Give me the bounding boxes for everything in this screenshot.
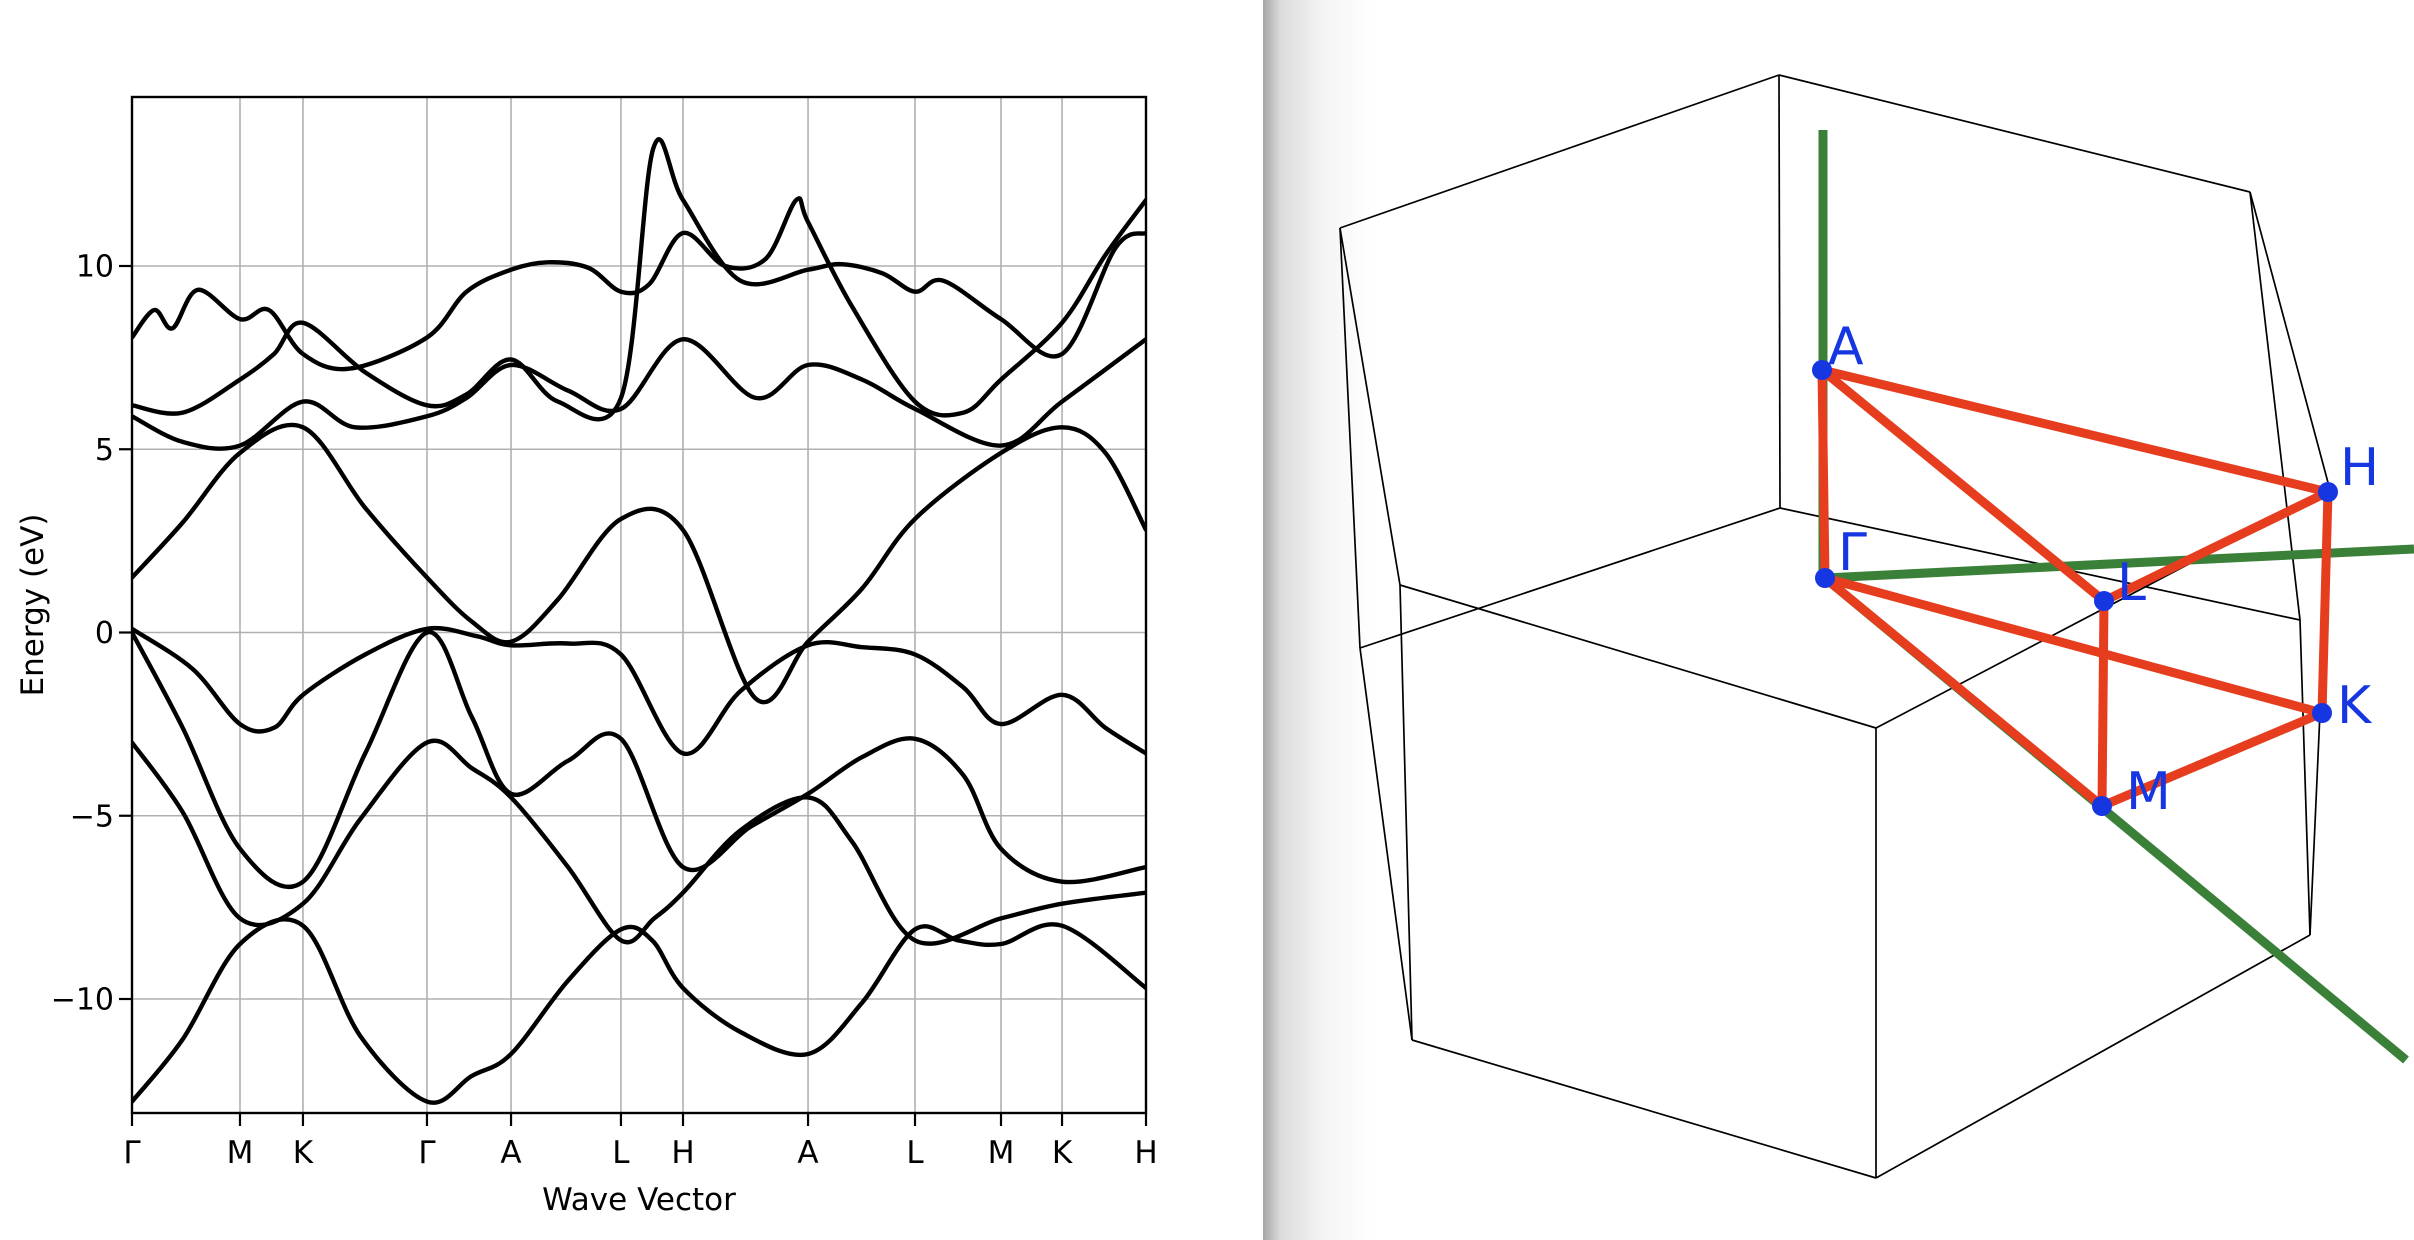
band-5-curve xyxy=(132,422,1146,705)
kpath-Γ-A xyxy=(1817,365,1830,583)
bz-edge-B4-B5 xyxy=(1411,1039,1877,1179)
bz-edge-T1-T2 xyxy=(1778,74,2251,193)
kpath-Γ-M xyxy=(1820,573,2107,811)
ticks-group xyxy=(119,264,1148,1126)
kpoint-dot-A xyxy=(1812,360,1832,380)
x-tick-label: L xyxy=(612,1135,630,1171)
bz-edge-T5-T6 xyxy=(1339,227,1401,586)
bz-edge-T2-B2 xyxy=(2249,191,2301,621)
band-4-curve xyxy=(132,625,1146,756)
bz-edge-B3-B4 xyxy=(1875,934,2311,1179)
kpoint-label-M: M xyxy=(2126,762,2171,822)
plot-frame xyxy=(130,95,1148,1115)
bz-edge-T4-T5 xyxy=(1399,584,1877,729)
kpath-L-H xyxy=(2099,487,2333,606)
bz-kpath xyxy=(1817,365,2333,811)
bz-labels: A H Γ L K M xyxy=(1828,317,2379,822)
x-tick-label: H xyxy=(671,1135,694,1171)
band-3-curve xyxy=(132,630,1146,890)
x-tick-label: A xyxy=(797,1135,818,1171)
kpoint-dot-K xyxy=(2312,703,2332,723)
panel-divider-shadow xyxy=(1263,0,1373,1240)
bz-wireframe xyxy=(1339,74,2331,1179)
bz-kpoints xyxy=(1812,360,2338,816)
kpath-K-Γ xyxy=(1820,573,2327,718)
bz-edge-T5-B5 xyxy=(1399,584,1413,1041)
x-tick-label: M xyxy=(227,1135,254,1171)
y-tick-label: −10 xyxy=(51,983,114,1018)
kpoint-label-L: L xyxy=(2117,553,2146,613)
band-8-curve xyxy=(132,196,1146,418)
bz-edge-T6-B6 xyxy=(1339,227,1361,649)
x-tick-label: K xyxy=(293,1135,314,1171)
y-tick-label: 10 xyxy=(76,250,114,285)
kpoint-label-A: A xyxy=(1828,317,1864,377)
x-tick-label: K xyxy=(1052,1135,1073,1171)
y-axis-label: Energy (eV) xyxy=(15,513,51,697)
kpath-K-H xyxy=(2317,487,2333,718)
kpoint-label-H: H xyxy=(2340,438,2379,498)
kpoint-dot-M xyxy=(2092,796,2112,816)
reciprocal-vector-2 xyxy=(1824,544,2414,583)
x-tick-label: H xyxy=(1134,1135,1157,1171)
band-1-curve xyxy=(132,917,1146,1105)
kpoint-dot-Γ xyxy=(1815,568,1835,588)
bz-edge-T2-T3 xyxy=(2249,191,2331,491)
x-axis-label: Wave Vector xyxy=(542,1182,736,1218)
kpath-A-L xyxy=(1817,365,2109,606)
kpoint-label-K: K xyxy=(2337,676,2373,736)
bz-edge-B2-B3 xyxy=(2299,619,2311,936)
kpath-H-A xyxy=(1817,365,2333,497)
bands-group xyxy=(132,137,1146,1105)
x-tick-label: Γ xyxy=(123,1135,141,1171)
brillouin-zone-group: A H Γ L K M xyxy=(1339,74,2414,1179)
band-6-curve xyxy=(132,337,1146,451)
bz-edge-B6-B1 xyxy=(1359,507,1781,649)
x-tick-label: M xyxy=(988,1135,1015,1171)
tick-labels-group: Γ M K Γ A L H A L M K H 10 5 0 −5 −10 xyxy=(51,250,1158,1172)
band-2-curve xyxy=(132,738,1146,946)
bz-edge-B5-B6 xyxy=(1359,647,1413,1041)
y-tick-label: −5 xyxy=(70,799,114,834)
x-tick-label: L xyxy=(906,1135,924,1171)
kpoint-label-Γ: Γ xyxy=(1838,523,1867,583)
kpath-M-K xyxy=(2097,708,2327,811)
bz-edge-T1-B1 xyxy=(1778,74,1781,509)
x-tick-label: A xyxy=(500,1135,521,1171)
kpath-L-M xyxy=(2097,596,2109,811)
kpoint-dot-L xyxy=(2094,591,2114,611)
band-7-curve xyxy=(132,137,1146,422)
x-tick-label: Γ xyxy=(418,1135,436,1171)
y-tick-label: 0 xyxy=(95,616,114,651)
kpoint-dot-H xyxy=(2318,482,2338,502)
y-tick-label: 5 xyxy=(95,433,114,468)
bz-edge-T6-T1 xyxy=(1339,74,1780,229)
